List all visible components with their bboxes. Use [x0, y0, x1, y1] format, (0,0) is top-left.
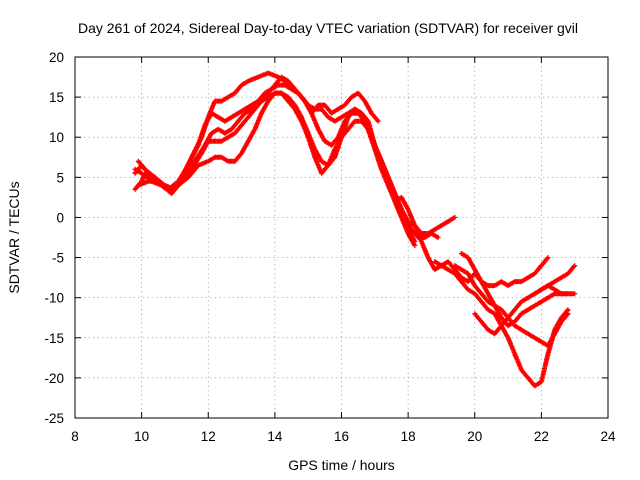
- x-tick-label: 12: [201, 429, 216, 444]
- series-track-8: [458, 251, 571, 329]
- y-tick-label: -15: [44, 331, 64, 346]
- x-tick-label: 10: [134, 429, 149, 444]
- x-tick-label: 18: [401, 429, 416, 444]
- y-tick-label: -10: [44, 291, 64, 306]
- x-tick-label: 8: [71, 429, 79, 444]
- y-tick-label: 20: [49, 50, 64, 65]
- y-tick-label: 0: [56, 210, 64, 225]
- point-markers: [452, 263, 571, 349]
- point-markers: [458, 251, 571, 329]
- chart-title: Day 261 of 2024, Sidereal Day-to-day VTE…: [78, 20, 578, 36]
- x-tick-label: 16: [334, 429, 349, 444]
- y-tick-label: -5: [52, 251, 64, 266]
- x-tick-label: 22: [534, 429, 549, 444]
- y-tick-label: -20: [44, 371, 64, 386]
- y-tick-label: 5: [56, 170, 64, 185]
- x-tick-label: 24: [600, 429, 616, 444]
- y-axis-label: SDTVAR / TECUs: [6, 181, 22, 293]
- point-markers: [135, 90, 418, 244]
- grid-lines: [75, 57, 608, 418]
- series-track-3: [135, 82, 441, 240]
- x-tick-label: 20: [467, 429, 482, 444]
- y-tick-label: -25: [44, 411, 64, 426]
- series-track-9: [452, 263, 571, 349]
- point-markers: [532, 283, 578, 297]
- data-points: [132, 70, 578, 389]
- y-tick-label: 10: [49, 130, 64, 145]
- x-tick-label: 14: [267, 429, 283, 444]
- x-axis-label: GPS time / hours: [288, 457, 395, 473]
- series-track-11: [532, 283, 578, 297]
- axis-ticks: 8 10 12 14 16 18 20 22 24 -25 -20 -15 -10 -5 0 5 10 15 20: [44, 50, 616, 444]
- series-track-5: [135, 90, 418, 244]
- point-markers: [135, 82, 441, 240]
- y-tick-label: 15: [49, 90, 64, 105]
